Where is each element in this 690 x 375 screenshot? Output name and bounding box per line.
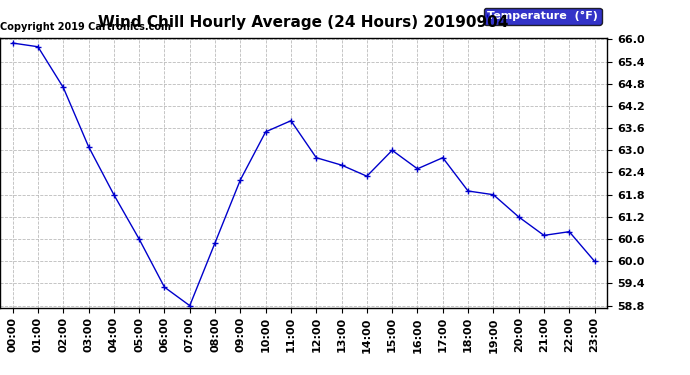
Legend: Temperature  (°F): Temperature (°F) [484,8,602,25]
Text: Wind Chill Hourly Average (24 Hours) 20190904: Wind Chill Hourly Average (24 Hours) 201… [99,15,509,30]
Text: Copyright 2019 Cartronics.com: Copyright 2019 Cartronics.com [0,22,171,32]
